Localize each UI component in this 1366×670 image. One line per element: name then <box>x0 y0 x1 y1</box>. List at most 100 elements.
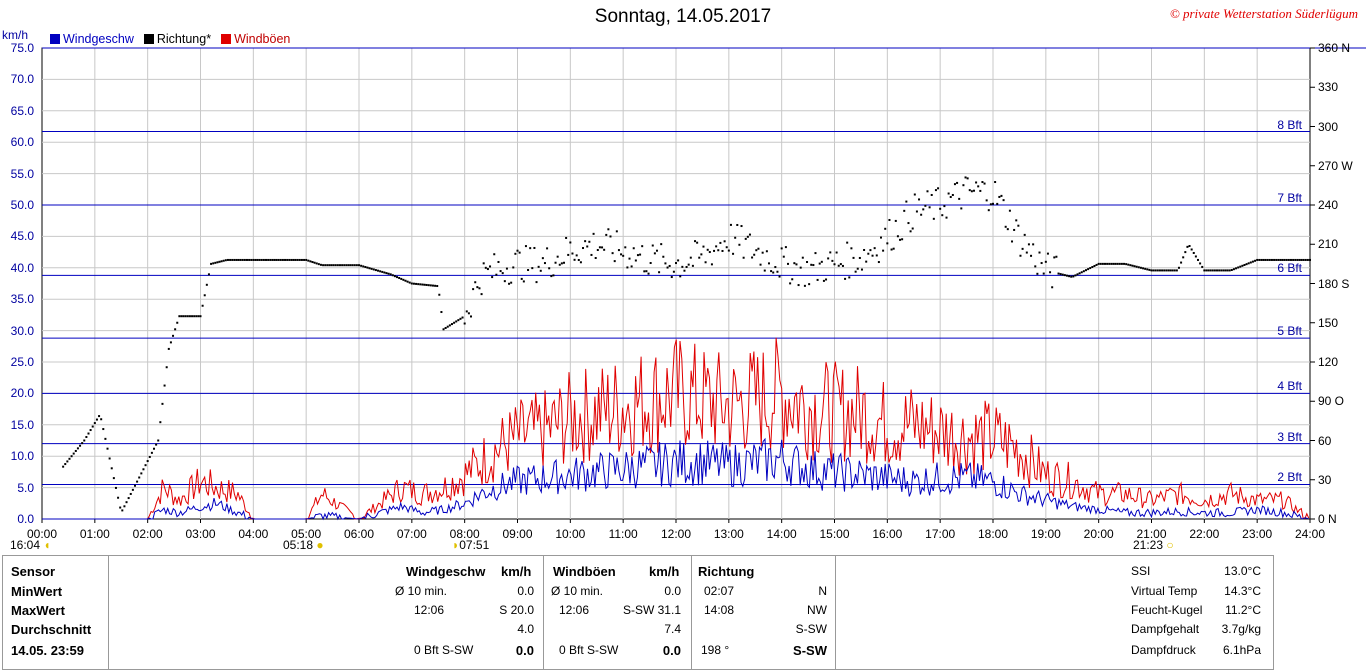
direction-point <box>150 451 153 454</box>
legend-label: Windgeschw <box>63 32 134 46</box>
direction-point <box>1266 258 1269 261</box>
direction-point <box>1053 256 1056 259</box>
direction-point <box>854 270 857 273</box>
direction-point <box>947 192 950 195</box>
direction-point <box>393 275 396 278</box>
direction-point <box>262 258 265 261</box>
direction-point <box>1192 251 1195 254</box>
direction-point <box>787 262 790 265</box>
direction-point <box>863 248 866 251</box>
direction-point <box>203 294 206 297</box>
direction-point <box>1167 269 1170 272</box>
direction-point <box>533 246 536 249</box>
direction-point <box>1158 269 1161 272</box>
x-tick-label: 06:00 <box>343 527 375 541</box>
stats-divider <box>835 556 836 669</box>
direction-point <box>328 264 331 267</box>
x-tick-label: 09:00 <box>502 527 533 541</box>
direction-point <box>801 256 804 259</box>
direction-point <box>322 264 325 267</box>
legend-swatch-red <box>221 34 232 44</box>
direction-point <box>1129 264 1132 267</box>
direction-point <box>761 251 764 254</box>
direction-point <box>85 436 88 439</box>
direction-point <box>368 267 371 270</box>
stats-richtung-column: Richtung 02:07 N 14:08 NW S-SW 198 ° S-S… <box>693 556 833 669</box>
direction-point <box>153 447 156 450</box>
direction-point <box>191 315 194 318</box>
direction-point <box>1254 259 1257 262</box>
extra-value-dampfgehalt: 3.7g/kg <box>1221 622 1261 636</box>
direction-point <box>822 279 825 282</box>
direction-point <box>497 260 500 263</box>
direction-point <box>660 243 663 246</box>
direction-point <box>590 253 593 256</box>
direction-point <box>719 241 722 244</box>
beaufort-label: 3 Bft <box>1277 429 1302 444</box>
direction-point <box>839 263 842 266</box>
direction-point <box>417 283 420 286</box>
stats-divider <box>543 556 544 669</box>
richtung-max-time: 14:08 <box>704 603 735 617</box>
direction-point <box>121 509 124 512</box>
direction-point <box>1068 275 1071 278</box>
direction-point <box>586 245 589 248</box>
x-tick-label: 00:00 <box>26 527 58 541</box>
direction-point <box>1074 274 1077 277</box>
beaufort-label: 7 Bft <box>1277 191 1302 205</box>
sunrise-label: 05:18 ● <box>283 538 324 552</box>
windboen-max-time: 12:06 <box>559 603 590 617</box>
direction-point <box>381 270 384 273</box>
direction-point <box>879 236 882 239</box>
stats-windgeschw-column: Windgeschw km/h Ø 10 min. 0.0 12:06 S 20… <box>395 556 538 669</box>
direction-point <box>313 261 316 264</box>
direction-point <box>715 245 718 248</box>
direction-point <box>687 263 690 266</box>
direction-point <box>510 281 513 284</box>
direction-point <box>1184 251 1187 254</box>
richtung-now-deg: 198 ° <box>701 643 730 657</box>
direction-point <box>998 195 1001 198</box>
direction-point <box>1144 267 1147 270</box>
direction-point <box>1241 264 1244 267</box>
richtung-title: Richtung <box>698 564 755 579</box>
direction-point <box>1065 274 1068 277</box>
y-tick-label: 15.0 <box>10 417 34 432</box>
richtung-avg-value: S-SW <box>795 622 827 636</box>
direction-point <box>136 480 139 483</box>
direction-point <box>550 275 553 278</box>
direction-point <box>201 304 204 307</box>
y-axis-unit: km/h <box>2 28 29 42</box>
direction-point <box>1125 263 1128 266</box>
extra-value-feucht-kugel: 11.2°C <box>1225 603 1261 617</box>
direction-point <box>812 264 815 267</box>
direction-point <box>286 258 289 261</box>
direction-point <box>440 311 443 314</box>
direction-point <box>1116 262 1119 265</box>
direction-point <box>398 277 401 280</box>
x-tick-label: 10:00 <box>555 527 586 541</box>
direction-point <box>765 250 768 253</box>
direction-point <box>1220 269 1223 272</box>
direction-point <box>467 312 470 315</box>
direction-point <box>1169 269 1172 272</box>
richtung-min-value: N <box>818 584 827 598</box>
direction-point <box>1306 258 1309 261</box>
direction-point <box>326 264 329 267</box>
direction-point <box>457 319 460 322</box>
direction-tick-label: 0 N <box>1318 512 1337 526</box>
direction-point <box>932 217 935 220</box>
direction-point <box>867 252 870 255</box>
extra-label-feucht-kugel: Feucht-Kugel <box>1131 603 1203 617</box>
direction-point <box>934 189 937 192</box>
direction-point <box>461 316 464 319</box>
direction-point <box>102 428 105 431</box>
direction-point <box>605 233 608 236</box>
direction-point <box>214 261 217 264</box>
direction-point <box>569 241 572 244</box>
direction-point <box>1038 251 1041 254</box>
direction-point <box>70 455 73 458</box>
direction-point <box>1275 258 1278 261</box>
direction-point <box>939 207 942 210</box>
direction-tick-label: 240 <box>1318 198 1339 212</box>
